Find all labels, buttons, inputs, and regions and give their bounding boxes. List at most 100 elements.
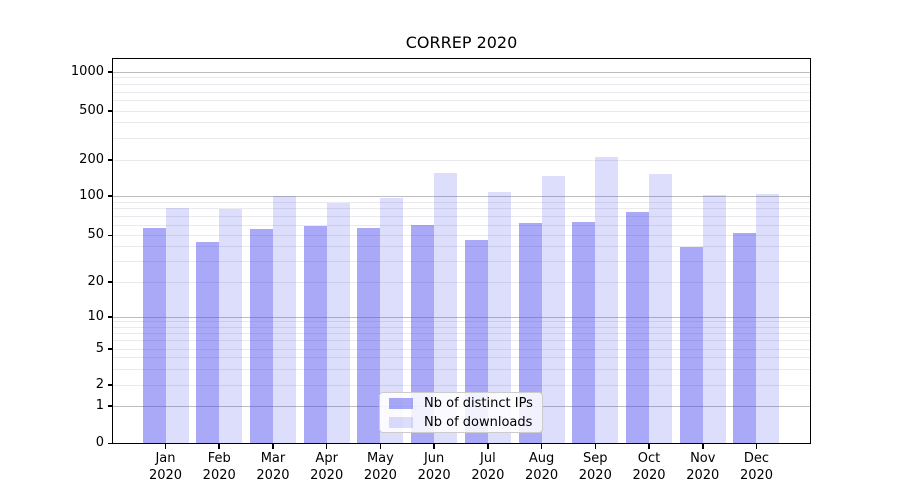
legend: Nb of distinct IPs Nb of downloads (379, 392, 543, 433)
x-tick-label: Sep 2020 (578, 451, 612, 483)
y-tick-label: 0 (95, 435, 104, 450)
bar-distinct-ips-dec (733, 233, 757, 444)
x-tick-mark (540, 443, 543, 449)
x-tick-mark (164, 443, 167, 449)
x-tick-label: May 2020 (363, 451, 397, 483)
gridline-minor (113, 260, 810, 262)
x-tick-mark (648, 443, 650, 449)
y-tick-mark (107, 281, 113, 283)
bar-downloads-aug (541, 176, 565, 444)
legend-label-distinct-ips: Nb of distinct IPs (424, 395, 533, 411)
bar-downloads-mar (272, 196, 296, 444)
bar-distinct-ips-jun (411, 225, 435, 444)
bar-distinct-ips-aug (518, 223, 542, 444)
gridline-major (113, 71, 810, 73)
y-tick-label: 100 (79, 187, 104, 203)
x-tick-mark (702, 443, 704, 449)
y-tick-label: 1000 (70, 63, 104, 79)
bar-distinct-ips-oct (626, 211, 650, 444)
bar-downloads-jul (487, 192, 511, 444)
gridline-minor (113, 348, 810, 350)
legend-item-downloads: Nb of downloads (389, 415, 533, 430)
x-tick-label: Jan 2020 (148, 451, 183, 483)
y-tick-mark (107, 442, 113, 445)
y-tick-mark (107, 348, 113, 350)
bar-downloads-may (380, 198, 404, 444)
gridline-minor (113, 91, 810, 93)
x-tick-mark (487, 443, 489, 449)
axes-spines (112, 57, 811, 445)
gridline-minor (113, 137, 810, 139)
gridline-minor (113, 84, 810, 86)
y-tick-label: 5 (95, 340, 104, 356)
gridline-minor (113, 201, 810, 203)
x-tick-label: Feb 2020 (202, 451, 236, 483)
x-tick-mark (379, 443, 382, 449)
y-tick-mark (107, 110, 113, 112)
y-tick-mark (107, 234, 113, 237)
legend-item-distinct-ips: Nb of distinct IPs (389, 396, 533, 411)
gridline-minor (113, 246, 810, 248)
y-tick-label: 200 (79, 151, 104, 167)
gridline-minor (113, 224, 810, 226)
bar-downloads-oct (649, 174, 673, 444)
bar-downloads-dec (756, 193, 780, 444)
gridline-minor (113, 100, 810, 102)
gridline-minor (113, 281, 810, 283)
gridline-minor (113, 215, 810, 217)
gridline-minor (113, 321, 810, 323)
gridline-major (113, 195, 810, 197)
x-tick-mark (594, 443, 597, 449)
bar-downloads-sep (595, 157, 619, 444)
bar-distinct-ips-sep (572, 222, 596, 444)
bar-distinct-ips-may (357, 228, 381, 444)
x-tick-mark (325, 443, 328, 449)
y-tick-label: 10 (87, 308, 104, 324)
x-tick-mark (272, 443, 274, 449)
y-tick-label: 20 (87, 273, 104, 289)
bar-downloads-jan (165, 208, 189, 444)
gridline-minor (113, 326, 810, 328)
gridline-minor (113, 384, 810, 386)
x-tick-label: Mar 2020 (256, 451, 290, 483)
gridline-minor (113, 110, 810, 112)
gridline-minor (113, 122, 810, 124)
gridline-minor (113, 332, 810, 334)
y-tick-label: 50 (87, 227, 104, 242)
legend-swatch-distinct-ips (389, 397, 413, 409)
y-tick-label: 2 (95, 376, 104, 392)
y-tick-label: 1 (95, 397, 104, 413)
bar-distinct-ips-mar (249, 229, 273, 444)
bar-distinct-ips-nov (679, 246, 703, 444)
y-tick-mark (107, 195, 113, 197)
bar-downloads-nov (702, 195, 726, 444)
bar-downloads-jun (434, 173, 458, 444)
x-tick-mark (218, 443, 220, 449)
y-tick-label: 500 (79, 102, 104, 118)
bar-distinct-ips-feb (196, 241, 220, 444)
y-tick-mark (107, 71, 113, 73)
bar-downloads-apr (326, 203, 350, 444)
gridline-minor (113, 235, 810, 236)
gridline-minor (113, 159, 810, 161)
gridline-minor (113, 340, 810, 342)
y-tick-mark (107, 405, 113, 407)
chart-title: CORREP 2020 (405, 33, 518, 52)
gridline-minor (113, 77, 810, 79)
y-tick-mark (107, 384, 113, 386)
x-tick-label: Dec 2020 (739, 451, 774, 483)
gridline-minor (113, 357, 810, 359)
x-tick-label: Aug 2020 (525, 451, 559, 483)
gridline-major (113, 316, 810, 318)
x-tick-label: Nov 2020 (686, 451, 720, 483)
y-tick-mark (107, 316, 113, 318)
bar-downloads-feb (219, 209, 243, 444)
legend-swatch-downloads (389, 416, 413, 428)
x-tick-label: Apr 2020 (310, 451, 344, 483)
bar-distinct-ips-apr (303, 226, 327, 444)
bar-distinct-ips-jan (142, 228, 166, 444)
gridline-minor (113, 368, 810, 370)
x-tick-mark (755, 443, 758, 449)
